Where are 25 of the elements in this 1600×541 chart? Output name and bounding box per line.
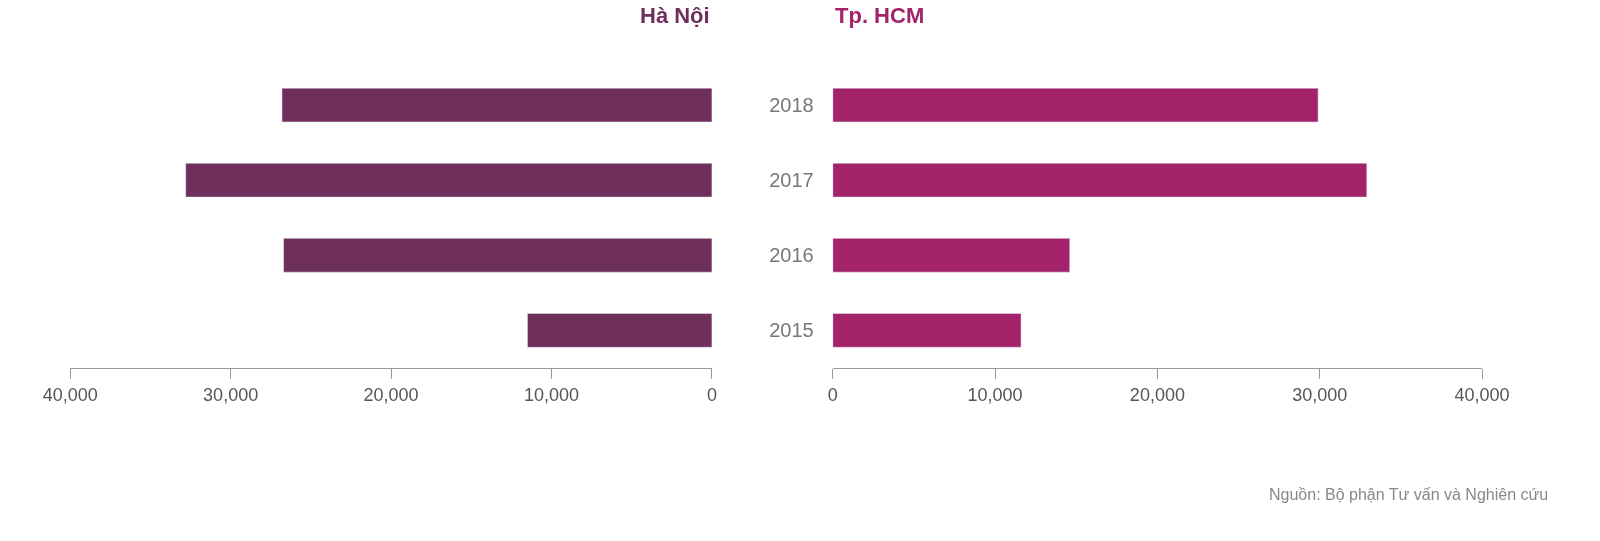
bar — [832, 313, 1022, 348]
x-tick-label: 10,000 — [967, 384, 1023, 405]
x-tick-label: 10,000 — [523, 384, 580, 405]
y-tick-label: 2015 — [769, 319, 814, 342]
y-tick-label: 2018 — [769, 94, 814, 117]
bar — [185, 163, 712, 198]
bar — [832, 163, 1368, 198]
y-tick-label: 2017 — [769, 169, 814, 192]
text: Hà Nội — [640, 3, 710, 28]
bar — [281, 87, 712, 123]
x-tick-label: 0 — [827, 384, 838, 405]
bar — [832, 87, 1319, 123]
x-tick-label: 30,000 — [203, 384, 259, 405]
bar — [283, 238, 712, 273]
bar — [527, 313, 712, 348]
bar — [832, 238, 1070, 273]
y-tick-label: 2016 — [769, 244, 814, 267]
x-tick-label: 20,000 — [363, 384, 419, 405]
x-tick-label: 30,000 — [1292, 384, 1348, 405]
text: Nguồn: Bộ phận Tư vấn và Nghiên cứu — [1269, 486, 1549, 503]
x-tick-label: 0 — [706, 384, 717, 405]
x-tick-label: 20,000 — [1129, 384, 1185, 405]
text: Tp. HCM — [835, 3, 925, 28]
x-tick-label: 40,000 — [42, 384, 98, 405]
x-tick-label: 40,000 — [1454, 384, 1510, 405]
